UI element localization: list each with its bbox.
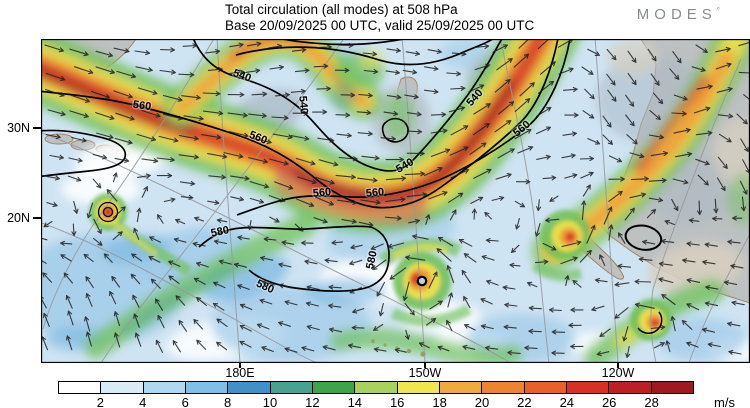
meridian-150W	[401, 39, 426, 363]
title-line-2: Base 20/09/2025 00 UTC, valid 25/09/2025…	[225, 18, 535, 33]
colorbar-segment	[142, 382, 185, 393]
lat-label-20N: 20N	[7, 211, 30, 225]
contour-label-580: 580	[364, 250, 380, 270]
colorbar-segment	[227, 382, 270, 393]
colorbar-segment	[523, 382, 566, 393]
colorbar-segment	[184, 382, 228, 393]
colorbar-tick-18: 18	[432, 395, 447, 408]
colorbar	[58, 381, 694, 394]
contour-label-560: 560	[365, 186, 384, 200]
colorbar-segment	[59, 382, 101, 393]
lon-tick	[424, 362, 426, 368]
vortex-west	[89, 193, 192, 276]
colorbar-segment	[565, 382, 609, 393]
contour-top-2	[277, 39, 409, 46]
wind-arrow-layer	[41, 39, 750, 359]
hurricane-eye	[416, 275, 428, 287]
colorbar-segment	[269, 382, 312, 393]
wind-arrows	[41, 39, 750, 359]
vortex-west-contour	[97, 201, 119, 223]
colorbar-segment	[311, 382, 355, 393]
lon-label-120W: 120W	[601, 366, 635, 380]
contour-label-560: 560	[312, 186, 331, 200]
contour-560-north	[41, 39, 559, 209]
island-closed-contour	[381, 117, 409, 143]
modes-logo: MODES°	[636, 6, 720, 23]
colorbar-tick-22: 22	[517, 395, 532, 408]
colorbar-tick-10: 10	[262, 395, 278, 408]
lon-label-180E: 180E	[225, 366, 255, 380]
lon-tick	[239, 362, 241, 368]
colorbar-tick-2: 2	[96, 395, 104, 408]
contour-560-island-loop	[41, 129, 127, 178]
colorbar-tick-16: 16	[389, 395, 405, 408]
colorbar-segment	[100, 382, 143, 393]
colorbar-tick-26: 26	[601, 395, 617, 408]
colorbar-segment	[481, 382, 524, 393]
colorbar-tick-12: 12	[305, 395, 320, 408]
lon-label-150W: 150W	[408, 366, 442, 380]
vortex-southeast-arc	[637, 311, 663, 334]
colorbar-tick-8: 8	[223, 395, 232, 408]
colorbar-segment	[608, 382, 651, 393]
colorbar-segment	[354, 382, 397, 393]
contour-top-1	[235, 39, 495, 66]
colorbar-segment	[650, 382, 693, 393]
colorbar-segment	[396, 382, 439, 393]
mexico-closed-contour	[624, 224, 663, 251]
chart-title: Total circulation (all modes) at 508 hPa…	[225, 2, 534, 34]
map-canvas: 540 540 540 540 560 560 560 560 560 580 580 580	[41, 39, 750, 363]
vortex-west-contour	[102, 206, 114, 218]
lat-tick	[33, 217, 41, 219]
colorbar-tick-24: 24	[559, 395, 575, 408]
colorbar-tick-28: 28	[644, 395, 659, 408]
colorbar-tick-14: 14	[347, 395, 363, 408]
lat-tick	[33, 127, 41, 129]
contour-label-580: 580	[210, 224, 230, 240]
lat-label-30N: 30N	[7, 121, 30, 135]
contour-label-540: 540	[296, 95, 310, 114]
lon-tick	[617, 362, 619, 368]
colorbar-tick-20: 20	[474, 395, 490, 408]
meridian-120W	[594, 39, 619, 363]
colorbar-unit: m/s	[714, 395, 735, 408]
contour-label-560: 560	[132, 99, 152, 113]
contour-540	[192, 39, 503, 172]
colorbar-segment	[438, 382, 482, 393]
logo-degree-mark: °	[716, 6, 720, 15]
colorbar-tick-4: 4	[139, 395, 147, 408]
colorbar-tick-6: 6	[181, 395, 189, 408]
title-line-1: Total circulation (all modes) at 508 hPa	[225, 2, 458, 17]
